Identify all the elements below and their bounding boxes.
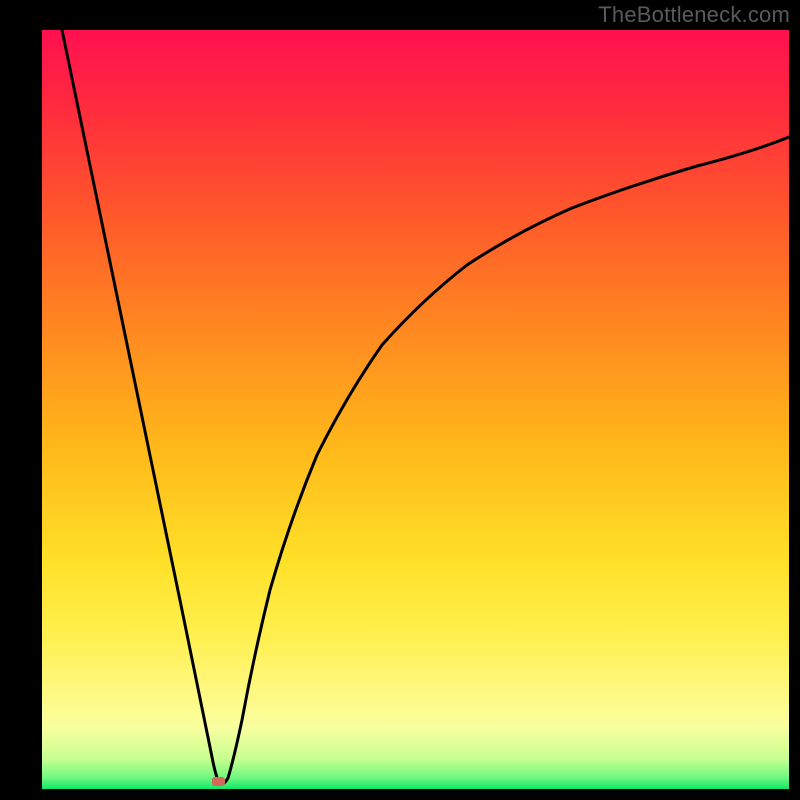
attribution-text: TheBottleneck.com xyxy=(598,2,790,28)
chart-outer-frame: TheBottleneck.com xyxy=(0,0,800,800)
plot-area xyxy=(42,30,789,789)
optimal-point-marker xyxy=(212,777,225,786)
bottleneck-curve xyxy=(42,30,789,789)
